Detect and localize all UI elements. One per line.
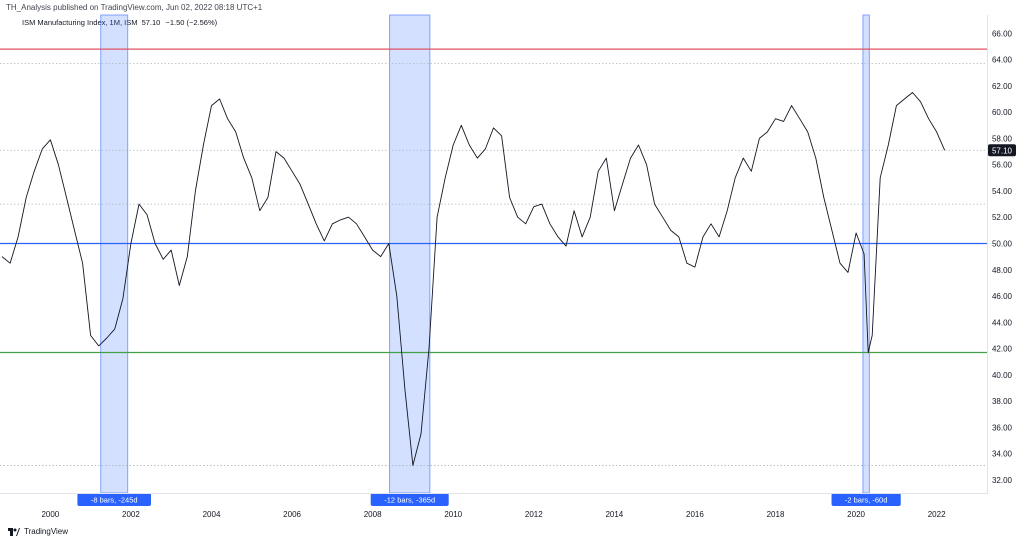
y-tick-label: 56.00 — [992, 161, 1013, 170]
x-tick-label: 2022 — [928, 510, 946, 519]
band-label-1: -12 bars, -365d — [370, 493, 449, 506]
y-tick-label: 38.00 — [992, 397, 1013, 406]
x-tick-label: 2002 — [122, 510, 140, 519]
y-tick-label: 52.00 — [992, 213, 1013, 222]
legend-name: ISM Manufacturing Index, 1M, ISM — [22, 18, 138, 27]
band-labels: -8 bars, -245d -12 bars, -365d -2 bars, -6… — [77, 493, 901, 506]
series-legend: ISM Manufacturing Index, 1M, ISM 57.10 −… — [22, 18, 217, 27]
legend-value: 57.10 — [141, 18, 161, 27]
shaded-bands — [100, 14, 870, 494]
y-tick-label: 40.00 — [992, 371, 1013, 380]
band-label-box — [831, 493, 901, 506]
y-tick-label: 36.00 — [992, 423, 1013, 432]
band-label-box — [370, 493, 449, 506]
y-tick-label: 54.00 — [992, 187, 1013, 196]
tradingview-logo-text: TradingView — [24, 527, 69, 536]
y-tick-label: 58.00 — [992, 134, 1013, 143]
x-tick-label: 2012 — [525, 510, 543, 519]
y-axis: 32.00 34.00 36.00 38.00 40.00 42.00 44.00 46.00… — [992, 29, 1013, 484]
band-label-text: -8 bars, -245d — [91, 496, 138, 505]
last-value-box — [988, 144, 1016, 157]
x-tick-label: 2018 — [767, 510, 785, 519]
x-tick-label: 2004 — [203, 510, 221, 519]
band-label-2: -2 bars, -60d — [831, 493, 901, 506]
time-scale-divider — [0, 493, 988, 494]
publisher-line: TH_Analysis published on TradingView.com… — [6, 3, 263, 12]
y-tick-label: 48.00 — [992, 266, 1013, 275]
last-value-tag: 57.10 — [988, 144, 1016, 157]
x-tick-label: 2014 — [605, 510, 623, 519]
y-tick-label: 46.00 — [992, 292, 1013, 301]
band-label-box — [77, 493, 152, 506]
last-value-text: 57.10 — [992, 146, 1013, 155]
x-tick-label: 2008 — [364, 510, 382, 519]
y-tick-label: 44.00 — [992, 318, 1013, 327]
y-tick-label: 66.00 — [992, 29, 1013, 38]
band-label-text: -12 bars, -365d — [384, 496, 435, 505]
tradingview-logo-icon — [8, 527, 20, 536]
x-axis: 2000 2002 2004 2006 2008 2010 2012 2014 2016 2018… — [41, 510, 946, 519]
level-lines — [0, 48, 987, 466]
y-tick-label: 64.00 — [992, 56, 1013, 65]
series-line-0 — [1, 92, 946, 466]
band-label-text: -2 bars, -60d — [845, 496, 888, 505]
shaded-band-0 — [100, 14, 129, 494]
band-label-0: -8 bars, -245d — [77, 493, 152, 506]
x-tick-label: 2010 — [444, 510, 462, 519]
series-line-group — [1, 92, 946, 466]
x-tick-label: 2020 — [847, 510, 865, 519]
shaded-band-1 — [389, 14, 431, 494]
y-tick-label: 62.00 — [992, 82, 1013, 91]
tradingview-logo[interactable]: TradingView — [8, 527, 68, 536]
y-tick-label: 60.00 — [992, 108, 1013, 117]
y-tick-label: 42.00 — [992, 345, 1013, 354]
y-tick-label: 32.00 — [992, 476, 1013, 485]
price-scale-divider — [987, 15, 988, 493]
x-tick-label: 2000 — [41, 510, 59, 519]
y-tick-label: 50.00 — [992, 239, 1013, 248]
y-tick-label: 34.00 — [992, 450, 1013, 459]
x-tick-label: 2016 — [686, 510, 704, 519]
legend-change: −1.50 (−2.56%) — [165, 18, 218, 27]
x-tick-label: 2006 — [283, 510, 301, 519]
